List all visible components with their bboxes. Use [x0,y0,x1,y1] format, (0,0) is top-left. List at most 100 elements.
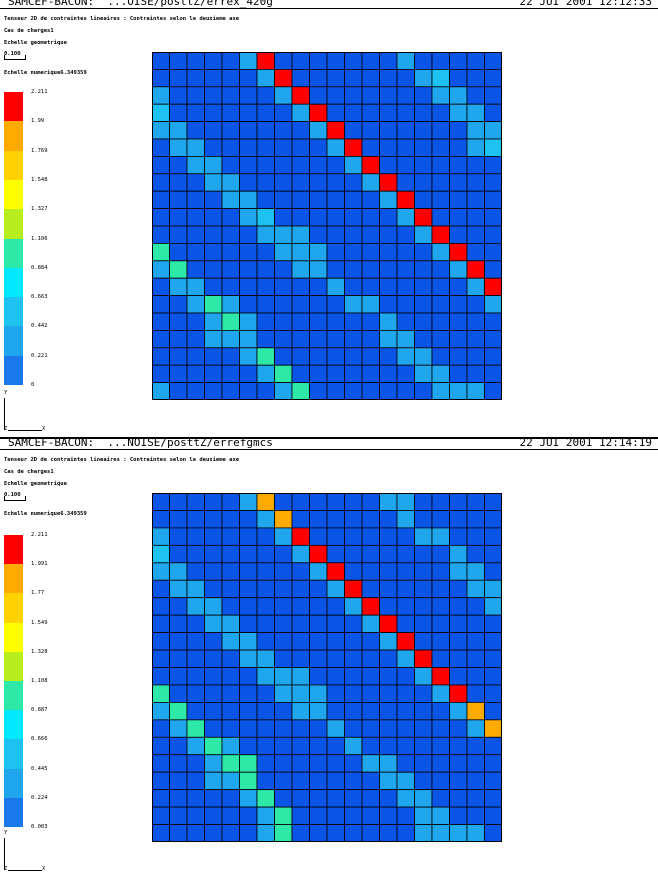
heatmap-cell [431,156,450,175]
heatmap-cell [256,242,275,262]
heatmap-cell [169,103,188,123]
heatmap-cell [152,824,170,842]
heatmap-cell [256,364,275,384]
heatmap-cell [379,277,398,296]
heatmap-cell [309,382,328,400]
heatmap-cell [361,701,380,721]
heatmap-cell [396,510,415,529]
heatmap-cell [326,736,345,756]
heatmap-cell [204,138,223,157]
heatmap-cell [361,208,380,227]
heatmap-cell [169,68,188,88]
heatmap-cell [361,579,380,599]
heatmap-cell [379,68,398,88]
heatmap-cell [484,510,502,529]
axis-y-label: Y [4,830,8,836]
heatmap-cell [204,684,223,703]
heatmap-cell [256,562,275,581]
heatmap-cell [361,771,380,791]
heatmap-grid [152,52,502,400]
legend-label: 1.108 [31,678,48,684]
heatmap-cell [239,632,258,651]
heatmap-cell [431,701,450,721]
heatmap-cell [326,806,345,825]
heatmap-cell [414,719,433,738]
heatmap-cell [169,493,188,511]
heatmap-cell [396,121,415,140]
heatmap-cell [414,736,433,756]
heatmap-cell [466,562,485,581]
heatmap-cell [361,736,380,756]
axis-x-label: X [42,426,46,432]
heatmap-cell [361,806,380,825]
panel-separator [0,437,658,439]
heatmap-cell [204,347,223,366]
heatmap-cell [169,86,188,105]
heatmap-cell [274,295,293,314]
heatmap-cell [239,295,258,314]
heatmap-cell [326,52,345,70]
heatmap-cell [449,156,468,175]
heatmap-cell [291,597,310,616]
heatmap-cell [274,156,293,175]
heatmap-cell [326,824,345,842]
heatmap-cell [221,510,240,529]
heatmap-cell [291,614,310,634]
heatmap-cell [169,701,188,721]
heatmap-cell [221,242,240,262]
legend-label: 0.442 [31,323,48,330]
axis-x-line [8,870,42,871]
heatmap-cell [169,824,188,842]
heatmap-cell [239,225,258,244]
heatmap-cell [414,312,433,331]
axis-y-line [4,838,5,870]
heatmap-cell [274,121,293,140]
heatmap-cell [466,138,485,157]
heatmap-cell [291,493,310,511]
heatmap-cell [152,527,170,546]
heatmap-svg [152,52,502,400]
heatmap-cell [484,736,502,756]
heatmap-cell [344,295,363,314]
heatmap-cell [466,701,485,721]
legend-label: 1.549 [31,619,48,626]
heatmap-cell [221,684,240,703]
heatmap-cell [431,736,450,756]
heatmap-cell [396,701,415,721]
heatmap-svg [152,493,502,842]
heatmap-cell [274,312,293,331]
heatmap-cell [152,242,170,262]
heatmap-cell [274,562,293,581]
heatmap-cell [449,295,468,314]
heatmap-cell [396,789,415,808]
heatmap-cell [186,736,205,756]
heatmap-cell [221,824,240,842]
heatmap-cell [169,719,188,738]
heatmap-cell [291,138,310,157]
heatmap-cell [449,382,468,400]
heatmap-cell [152,52,170,70]
heatmap-cell [431,347,450,366]
heatmap-cell [274,493,293,511]
heatmap-cell [449,138,468,157]
heatmap-cell [379,190,398,209]
heatmap-cell [291,295,310,314]
heatmap-cell [186,329,205,349]
heatmap-cell [274,190,293,209]
heatmap-cell [256,771,275,791]
heatmap-cell [361,52,380,70]
heatmap-cell [484,295,502,314]
heatmap-cell [186,701,205,721]
heatmap-cell [431,684,450,703]
heatmap-cell [274,329,293,349]
heatmap-cell [344,789,363,808]
heatmap-cell [152,614,170,634]
heatmap-cell [274,754,293,773]
heatmap-cell [466,824,485,842]
heatmap-cell [239,544,258,564]
heatmap-cell [326,86,345,105]
legend-swatch [4,622,23,653]
heatmap-cell [291,579,310,599]
heatmap-cell [186,208,205,227]
heatmap-cell [414,103,433,123]
